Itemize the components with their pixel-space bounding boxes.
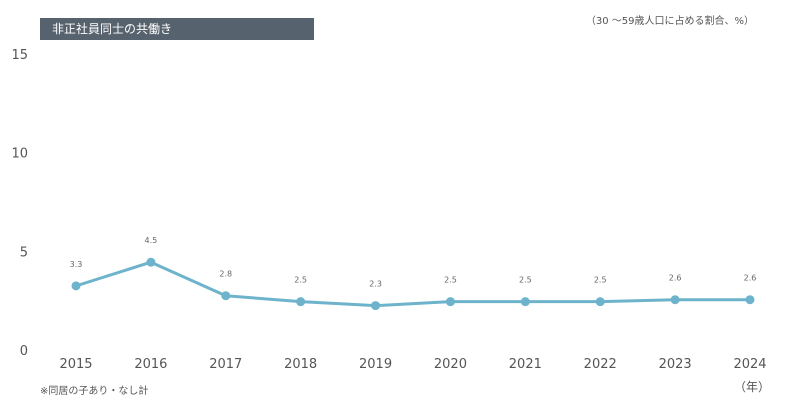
y-tick-label: 5 [20, 245, 28, 260]
x-tick-label: 2018 [284, 357, 317, 372]
data-label: 4.5 [145, 236, 158, 245]
data-point [445, 297, 455, 307]
x-tick-label: 2016 [134, 357, 167, 372]
chart-title: 非正社員同士の共働き [40, 18, 314, 40]
y-tick-label: 10 [11, 147, 28, 162]
footnote: ※同居の子あり・なし計 [40, 386, 149, 397]
data-point [146, 257, 156, 267]
data-label: 2.5 [519, 276, 532, 285]
x-axis-unit: （年） [734, 380, 771, 394]
x-tick-label: 2019 [359, 357, 392, 372]
data-label: 2.5 [294, 276, 307, 285]
x-tick-label: 2021 [509, 357, 542, 372]
data-label: 2.6 [744, 274, 757, 283]
data-label: 2.5 [594, 276, 607, 285]
data-point [745, 295, 755, 305]
y-tick-label: 0 [20, 344, 28, 359]
series-line [74, 260, 752, 308]
x-tick-label: 2023 [659, 357, 692, 372]
data-point [371, 301, 381, 311]
x-tick-label: 2024 [733, 357, 766, 372]
data-point [221, 291, 231, 301]
data-label: 2.6 [669, 274, 682, 283]
y-tick-label: 15 [11, 48, 28, 63]
data-point [71, 281, 81, 291]
data-point [520, 297, 530, 307]
data-label: 2.3 [369, 280, 382, 289]
x-tick-label: 2022 [584, 357, 617, 372]
unit-note: （30 〜59歳人口に占める割合、%） [585, 16, 754, 27]
x-tick-label: 2015 [59, 357, 92, 372]
data-label: 2.8 [219, 270, 232, 279]
data-point [595, 297, 605, 307]
data-label: 2.5 [444, 276, 457, 285]
x-tick-label: 2020 [434, 357, 467, 372]
data-point [670, 295, 680, 305]
data-point [296, 297, 306, 307]
x-tick-label: 2017 [209, 357, 242, 372]
data-label: 3.3 [70, 260, 83, 269]
